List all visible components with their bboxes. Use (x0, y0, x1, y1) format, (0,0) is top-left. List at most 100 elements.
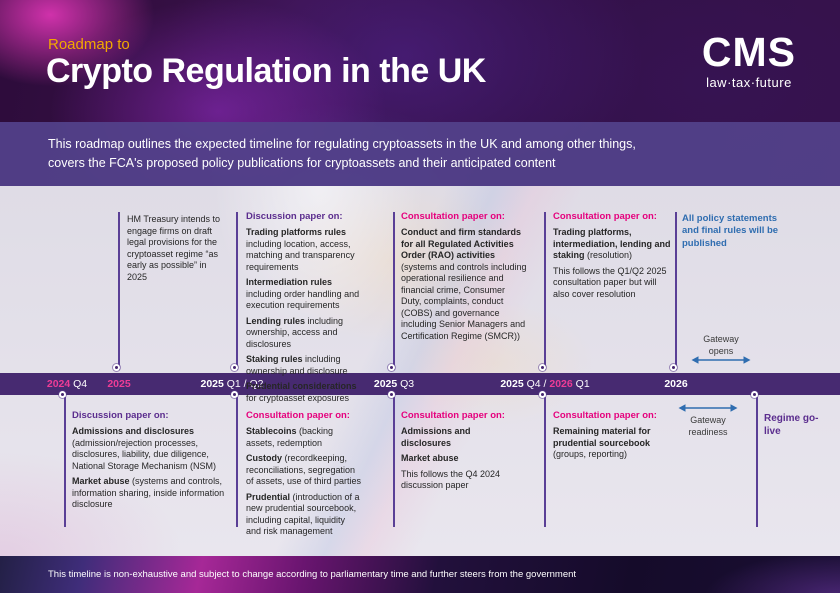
milestone-note: HM Treasury intends to engage firms on d… (127, 214, 221, 282)
item-lead: Stablecoins (246, 426, 297, 437)
intro-line-1: This roadmap outlines the expected timel… (48, 137, 636, 151)
disclaimer-text: This timeline is non-exhaustive and subj… (48, 569, 577, 580)
item-tail: including order handling and execution r… (246, 288, 360, 311)
milestone-item: Remaining material for prudential source… (553, 426, 667, 461)
eyebrow-label: Roadmap to (48, 36, 130, 53)
timeline-label-2025-q1q2: 2025 Q1 / Q2 (200, 373, 263, 395)
item-lead: Conduct and firm standards for all Regul… (401, 227, 522, 261)
milestone-consultation-paper-prudential: Consultation paper on: Remaining materia… (553, 410, 667, 465)
timeline-node-dot (113, 364, 120, 371)
item-lead: Admissions and disclosures (72, 426, 195, 437)
connector-line (118, 212, 120, 370)
milestone-discussion-paper-q1q2: Discussion paper on: Trading platforms r… (246, 211, 365, 408)
connector-line (236, 212, 238, 370)
timeline-label-part: Q3 (397, 378, 415, 390)
timeline-node-dot (751, 391, 758, 398)
item-lead: Remaining material for prudential source… (553, 426, 651, 448)
block-heading: Discussion paper on: (246, 211, 343, 222)
item-tail: (systems and controls including operatio… (401, 261, 527, 341)
item-tail: This follows the Q1/Q2 2025 consultation… (553, 265, 667, 299)
item-tail: including ownership, access and disclosu… (246, 315, 344, 349)
item-tail: This follows the Q4 2024 discussion pape… (401, 468, 501, 491)
milestone-item: Custody (recordkeeping, reconciliations,… (246, 453, 362, 488)
item-lead: Prudential (246, 491, 291, 502)
block-heading: Consultation paper on: (553, 211, 657, 222)
milestone-item: This follows the Q4 2024 discussion pape… (401, 469, 515, 492)
item-lead: Intermediation rules (246, 277, 333, 288)
item-tail: for cryptoasset exposures (246, 392, 350, 403)
milestone-item: Trading platforms rules including locati… (246, 227, 365, 273)
connector-line (756, 397, 758, 527)
item-tail: (admission/rejection processes, disclosu… (72, 437, 217, 471)
milestone-consultation-paper-q3: Consultation paper on: Conduct and firm … (401, 211, 527, 346)
milestone-hm-treasury: HM Treasury intends to engage firms on d… (127, 214, 223, 287)
timeline-label-part: Q4 / (523, 378, 550, 390)
milestone-item: Staking rules including ownership and di… (246, 354, 365, 377)
block-heading: Consultation paper on: (553, 410, 657, 421)
cms-logo: CMS law·tax·future (702, 32, 796, 91)
milestone-item: Market abuse (systems and controls, info… (72, 476, 244, 511)
connector-line (675, 212, 677, 370)
milestone-item: Intermediation rules including order han… (246, 277, 365, 312)
milestone-consultation-paper-q4: Consultation paper on: Trading platforms… (553, 211, 674, 304)
timeline-label-part: 2026 (549, 378, 573, 390)
timeline-label-part: 2026 (664, 378, 688, 390)
item-lead: Staking rules (246, 354, 303, 365)
milestone-item: Admissions and disclosures (admission/re… (72, 426, 244, 472)
timeline-node-dot (231, 364, 238, 371)
timeline-node-dot (388, 364, 395, 371)
intro-line-2: covers the FCA's proposed policy publica… (48, 156, 556, 171)
item-tail: (recordkeeping, reconciliations, segrega… (246, 453, 362, 487)
milestone-item: Prudential considerations for cryptoasse… (246, 381, 365, 404)
timeline-label-2024-q4: 2024 Q4 (47, 373, 87, 395)
item-tail: (resolution) (584, 250, 633, 261)
item-lead: Trading platforms rules (246, 227, 347, 238)
timeline-node-dot (670, 364, 677, 371)
item-lead: Trading platforms, intermediation, lendi… (553, 227, 671, 261)
item-tail: including location, access, matching and… (246, 238, 355, 272)
milestone-item: This follows the Q1/Q2 2025 consultation… (553, 266, 674, 301)
timeline-label-part: Q1 (572, 378, 590, 390)
item-lead: Lending rules (246, 315, 306, 326)
timeline-label-part: 2025 (107, 378, 131, 390)
timeline-label-2025: 2025 (107, 373, 130, 395)
item-tail: including ownership and disclosure (246, 354, 348, 376)
item-tail: (groups, reporting) (553, 449, 628, 460)
footer: This timeline is non-exhaustive and subj… (0, 556, 840, 593)
timeline-node-dot (59, 391, 66, 398)
timeline-node-dot (231, 391, 238, 398)
connector-line (393, 397, 395, 527)
milestone-item: Stablecoins (backing assets, redemption (246, 426, 362, 449)
timeline-node-dot (388, 391, 395, 398)
connector-line (64, 397, 66, 527)
gateway-readiness-arrow-icon (678, 404, 738, 412)
timeline-label-part: Q1 / Q2 (223, 378, 264, 390)
block-heading: Consultation paper on: (246, 410, 350, 421)
timeline-label-part: Q4 (70, 378, 88, 390)
timeline-label-part: 2024 (46, 378, 71, 390)
timeline-label-part: 2025 (200, 378, 224, 390)
timeline-label-part: 2025 (373, 378, 398, 390)
timeline-label-2026: 2026 (664, 373, 687, 395)
milestone-item: Trading platforms, intermediation, lendi… (553, 227, 674, 262)
milestone-discussion-paper-2024q4: Discussion paper on: Admissions and disc… (72, 410, 244, 515)
milestone-item: Admissions and disclosures (401, 426, 515, 449)
item-lead: Prudential considerations (246, 381, 357, 392)
timeline-label-2025-q4-2026-q1: 2025 Q4 / 2026 Q1 (500, 373, 589, 395)
block-heading: Consultation paper on: (401, 410, 505, 421)
connector-line (544, 212, 546, 370)
connector-line (544, 397, 546, 527)
milestone-consultation-paper-admissions: Consultation paper on: Admissions and di… (401, 410, 515, 496)
milestone-item: Prudential (introduction of a new pruden… (246, 492, 362, 538)
item-tail: (systems and controls, information shari… (72, 476, 225, 510)
regime-go-live-label: Regime go-live (764, 413, 819, 437)
connector-line (393, 212, 395, 370)
gateway-readiness-label: Gateway readiness (688, 415, 728, 437)
item-lead: Admissions and disclosures (401, 426, 471, 448)
item-lead: Market abuse (72, 476, 130, 487)
policy-statement: All policy statements and final rules wi… (682, 213, 779, 249)
milestone-item: Lending rules including ownership, acces… (246, 316, 365, 351)
timeline-label-2025-q3: 2025 Q3 (374, 373, 414, 395)
milestone-item: Conduct and firm standards for all Regul… (401, 227, 527, 342)
